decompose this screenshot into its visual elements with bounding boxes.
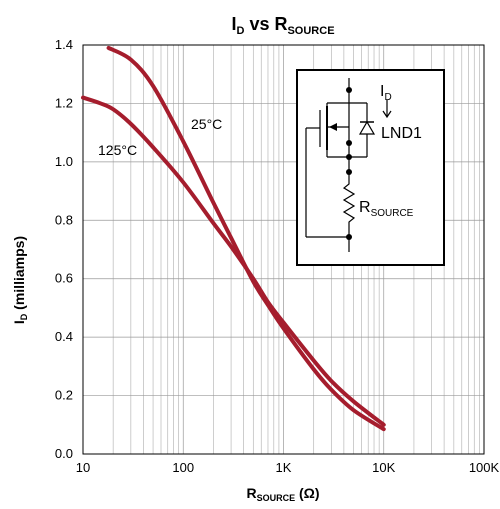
- x-tick-label: 1K: [276, 460, 292, 475]
- plot-frame: [82, 44, 485, 455]
- y-tick-label: 0.4: [55, 329, 73, 344]
- inset-current-i: I: [380, 83, 384, 100]
- x-tick-label: 10: [76, 460, 90, 475]
- inset-current-label: ID: [380, 83, 392, 103]
- chart-title: ID vs RSOURCE: [231, 14, 334, 37]
- y-axis-label-d-sub: D: [19, 313, 29, 320]
- y-axis-label: ID (milliamps): [11, 236, 29, 324]
- chart-title-d-sub: D: [236, 25, 244, 37]
- series-group: [81, 45, 386, 432]
- y-tick-label: 1.4: [55, 37, 73, 52]
- chart-title-mid: vs R: [244, 14, 287, 34]
- series-label-125c: 125°C: [98, 142, 137, 158]
- y-tick-labels: 0.0 0.2 0.4 0.6 0.8 1.0 1.2 1.4: [55, 37, 73, 461]
- series-label-25c: 25°C: [191, 116, 222, 132]
- x-tick-label: 100: [172, 460, 194, 475]
- inset-frame: [296, 69, 445, 266]
- y-tick-label: 0.2: [55, 388, 73, 403]
- x-axis-label-r: R: [246, 485, 256, 501]
- inset-current-sub: D: [384, 92, 391, 103]
- chart-title-i: I: [231, 14, 236, 34]
- y-tick-label: 0.6: [55, 271, 73, 286]
- y-axis-label-unit: (milliamps): [11, 236, 27, 314]
- y-tick-label: 0.0: [55, 446, 73, 461]
- inset-device-label: LND1: [381, 125, 422, 142]
- inset-resistor-sub: SOURCE: [371, 208, 414, 219]
- x-tick-label: 100K: [469, 460, 500, 475]
- y-tick-label: 1.2: [55, 95, 73, 110]
- chart-title-source-sub: SOURCE: [287, 25, 334, 37]
- circuit-inset: ID LND1 RSOURCE: [296, 69, 445, 266]
- inset-resistor-r: R: [359, 199, 371, 216]
- y-axis-label-i: I: [11, 320, 27, 324]
- x-tick-labels: 10 100 1K 10K 100K: [76, 460, 500, 475]
- series-line-125c: [81, 95, 386, 427]
- resistor-zigzag: [342, 172, 356, 237]
- node-mid-1: [346, 140, 352, 146]
- x-tick-label: 10K: [372, 460, 395, 475]
- x-axis-label-source-sub: SOURCE: [257, 493, 296, 503]
- x-axis-label: RSOURCE (Ω): [246, 485, 319, 503]
- current-arrow: [382, 110, 392, 119]
- y-tick-label: 1.0: [55, 154, 73, 169]
- fet-body-arrow: [329, 123, 337, 131]
- x-axis-label-unit: (Ω): [295, 485, 319, 501]
- y-tick-label: 0.8: [55, 212, 73, 227]
- inset-resistor-label: RSOURCE: [359, 199, 414, 219]
